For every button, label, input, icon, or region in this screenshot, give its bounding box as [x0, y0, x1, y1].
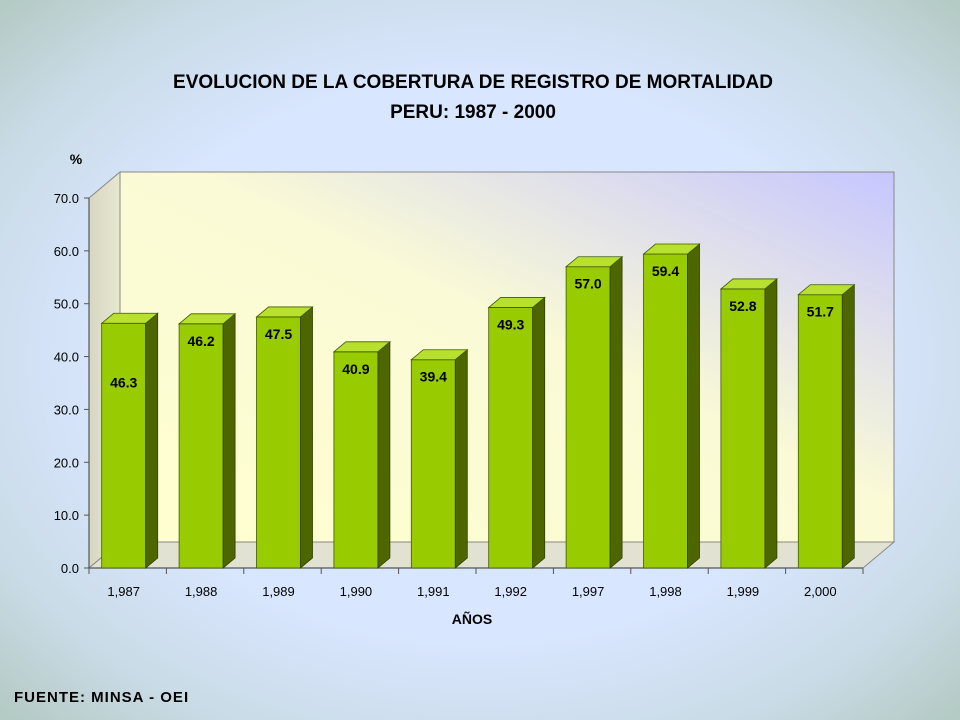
bar-front: [565, 266, 611, 569]
bar-side: [687, 243, 700, 569]
bar-front: [410, 359, 456, 569]
y-tick-label: 0.0: [61, 561, 79, 576]
bar-top: [332, 341, 392, 353]
data-label: 49.3: [497, 316, 524, 332]
bar-1,999: 52.8: [719, 278, 779, 569]
bar-top: [564, 256, 624, 268]
bar-top: [255, 306, 314, 318]
x-tick-label: 1,992: [494, 584, 527, 599]
x-axis-title: AÑOS: [452, 610, 492, 627]
x-tick-label: 1,987: [107, 584, 140, 599]
bar-top: [410, 349, 469, 361]
bar-1,998: 59.4: [642, 243, 701, 569]
bar-side: [764, 278, 778, 569]
data-label: 46.2: [187, 333, 214, 349]
bar-1,987: 46.3: [100, 312, 159, 569]
bar-1,997: 57.0: [564, 255, 624, 569]
bar-front: [101, 322, 147, 569]
bar-top: [719, 278, 779, 290]
bar-side: [841, 283, 855, 569]
y-tick-label: 20.0: [54, 455, 79, 470]
bar-1,989: 47.5: [255, 306, 314, 569]
y-tick-label: 60.0: [54, 244, 79, 259]
x-axis-ticks: 1,987 1,988 1,989 1,990 1,991 1,992 1,997 1,998…: [88, 568, 864, 599]
bar-side: [145, 312, 159, 569]
bar-side: [377, 340, 391, 569]
data-label: 59.4: [652, 263, 679, 279]
data-label: 57.0: [574, 276, 601, 292]
data-label: 52.8: [729, 298, 756, 314]
bar-front: [178, 323, 224, 569]
bar-top: [642, 243, 701, 255]
chart-title: EVOLUCION DE LA COBERTURA DE REGISTRO DE…: [173, 72, 773, 93]
bar-side: [454, 348, 468, 569]
bar-front: [720, 288, 766, 569]
bar-top: [487, 297, 546, 308]
y-axis-title: %: [70, 151, 83, 167]
bar-1,991: 39.4: [410, 348, 469, 569]
bars-group: 46.3 46.2 47.5 40.9 39.4 49.3 57.0 59.4 52.8 51.7: [100, 243, 856, 569]
y-axis-ticks: 0.0 10.0 20.0 30.0 40.0 50.0 60.0 70.0: [54, 191, 89, 576]
bar-side: [609, 255, 623, 569]
bar-1,988: 46.2: [177, 312, 237, 569]
y-tick-label: 70.0: [54, 191, 79, 206]
bar-front: [256, 316, 301, 569]
x-tick-label: 2,000: [804, 584, 837, 599]
x-tick-label: 1,999: [727, 584, 760, 599]
bar-side: [300, 306, 313, 569]
x-tick-label: 1,998: [649, 584, 682, 599]
data-label: 39.4: [420, 369, 447, 385]
source-note: FUENTE: MINSA - OEI: [14, 689, 189, 706]
bar-front: [797, 294, 843, 569]
chart-subtitle: PERU: 1987 - 2000: [390, 102, 556, 123]
bar-front: [333, 351, 379, 569]
bar-1,992: 49.3: [487, 296, 546, 569]
x-tick-label: 1,989: [262, 584, 295, 599]
bar-top: [100, 312, 159, 324]
bar-side: [222, 312, 236, 569]
bar-top: [797, 284, 856, 296]
y-tick-label: 10.0: [54, 508, 79, 523]
bar-top: [177, 313, 237, 325]
y-tick-label: 30.0: [54, 402, 79, 417]
bar-1,990: 40.9: [332, 340, 392, 569]
data-label: 47.5: [265, 326, 292, 342]
x-tick-label: 1,990: [340, 584, 373, 599]
bar-front: [488, 307, 534, 569]
x-tick-label: 1,997: [572, 584, 605, 599]
x-tick-label: 1,988: [185, 584, 218, 599]
data-label: 51.7: [807, 304, 834, 320]
y-tick-label: 40.0: [54, 350, 79, 365]
data-label: 46.3: [110, 374, 137, 390]
y-tick-label: 50.0: [54, 297, 79, 312]
bar-2,000: 51.7: [797, 283, 856, 569]
x-tick-label: 1,991: [417, 584, 450, 599]
bar-front: [643, 253, 688, 569]
data-label: 40.9: [342, 361, 369, 377]
bar-side: [532, 296, 546, 569]
